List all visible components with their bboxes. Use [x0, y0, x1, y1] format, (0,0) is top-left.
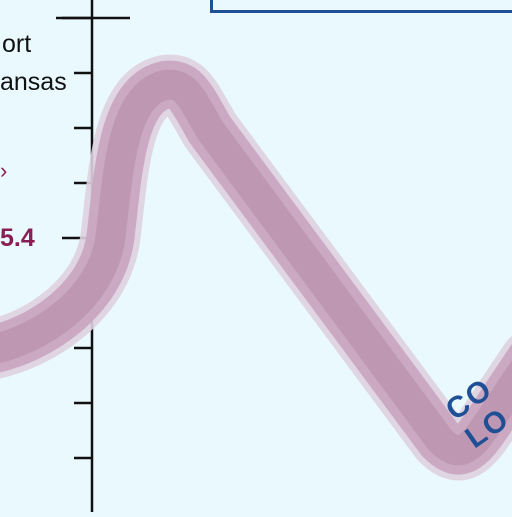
- series-line-layer-3: [0, 69, 512, 466]
- series-line: [0, 54, 512, 481]
- inset-frame: [210, 0, 512, 13]
- label-line-2: ansas: [0, 68, 67, 96]
- arrow-icon: ›: [0, 158, 8, 183]
- series-line-layer-2: [0, 60, 512, 475]
- value-label: 5.4: [0, 224, 35, 252]
- label-line-1: ort: [2, 30, 32, 58]
